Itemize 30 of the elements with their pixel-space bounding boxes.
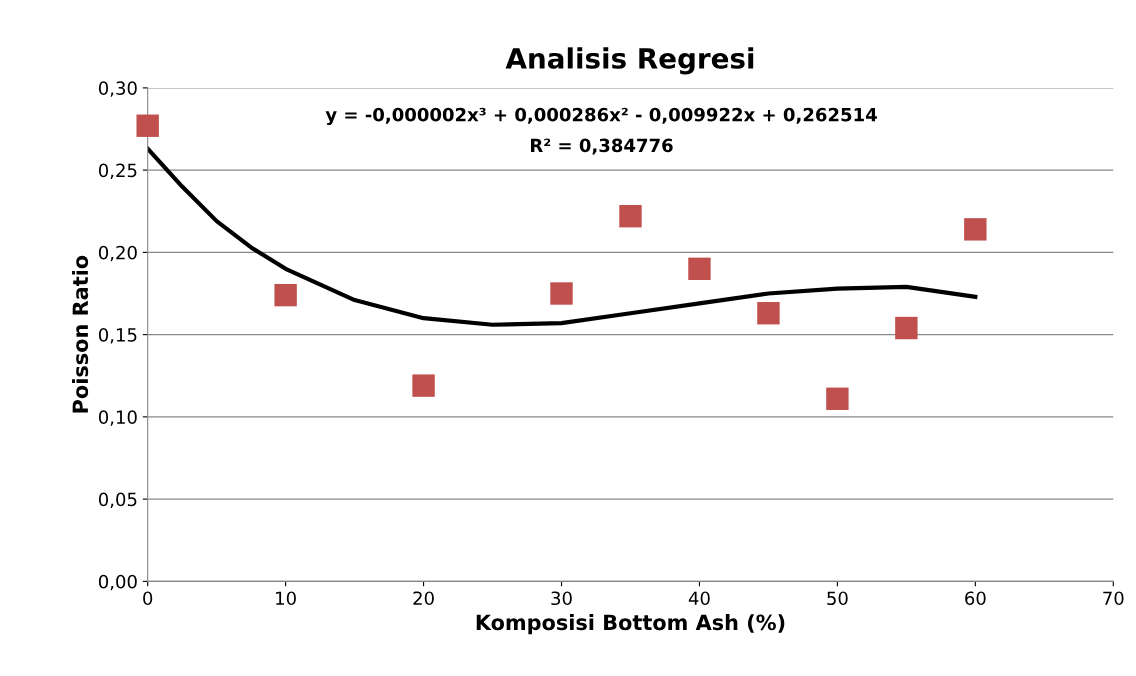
x-tick-label: 20	[413, 591, 434, 606]
y-tick-label: 0,30	[98, 81, 137, 97]
x-tick-label: 40	[688, 591, 710, 606]
x-tick-label: 50	[827, 591, 848, 606]
point	[964, 218, 987, 241]
x-tick-label: 30	[551, 591, 572, 606]
y-tick-label: 0,25	[98, 163, 137, 180]
y-tick-label: 0,05	[98, 492, 137, 509]
x-tick-label: 10	[276, 591, 296, 606]
point	[826, 387, 849, 410]
annotation: R² = 0,384776	[531, 138, 673, 155]
point	[550, 282, 573, 305]
y-tick-label: 0,15	[98, 328, 137, 344]
x-tick-label: 70	[1103, 591, 1124, 606]
point	[757, 302, 780, 325]
point	[619, 204, 642, 228]
point	[274, 283, 297, 307]
point	[412, 374, 435, 397]
annotation: y = -0,000002x³ + 0,000286x² - 0,009922x + 0,262514	[325, 107, 877, 126]
y-tick-label: 0,00	[98, 574, 137, 591]
x-tick-label: 0	[143, 591, 153, 606]
y-tick-label: 0,10	[98, 410, 137, 426]
x-axis-title: Komposisi Bottom Ash (%)	[476, 614, 785, 635]
point	[136, 114, 159, 137]
y-axis-title: Poisson Ratio	[72, 255, 89, 413]
point	[895, 316, 918, 340]
y-tick-label: 0,20	[98, 245, 137, 262]
point	[688, 257, 711, 281]
x-tick-label: 60	[965, 591, 986, 606]
chart-title: Analisis Regresi	[505, 47, 754, 75]
